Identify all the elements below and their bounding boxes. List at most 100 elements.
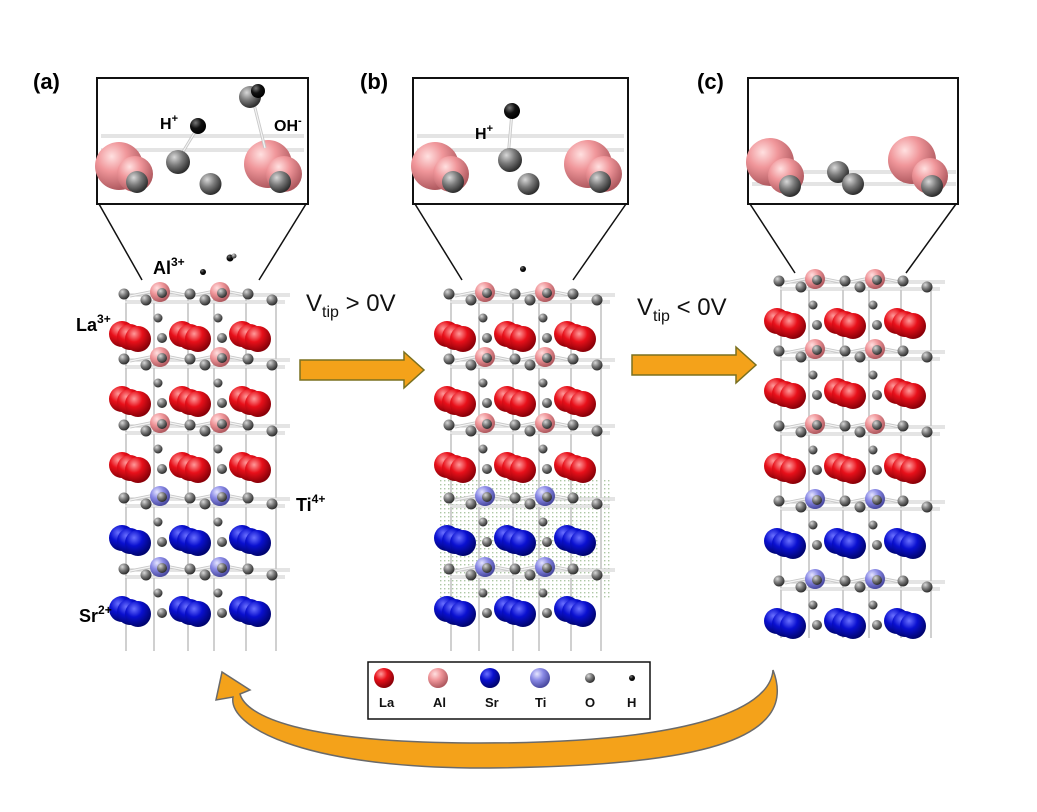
oxygen-atom — [812, 275, 822, 285]
la-atom — [185, 457, 211, 483]
legend-h-swatch — [629, 675, 635, 681]
oxygen-atom — [482, 353, 492, 363]
sr-atom — [780, 613, 806, 639]
hydrogen-atom — [251, 84, 265, 98]
oxygen-atom — [542, 608, 552, 618]
oxygen-atom — [921, 581, 933, 593]
oxygen-atom — [184, 492, 196, 504]
oxygen-atom — [524, 294, 536, 306]
oxygen-atom — [478, 444, 488, 454]
inset-a-h-label: H+ — [160, 113, 178, 133]
la-atom — [570, 391, 596, 417]
oxygen-atom — [242, 353, 254, 365]
oxygen-atom — [153, 378, 163, 388]
oxygen-atom — [921, 281, 933, 293]
structure-c — [764, 269, 945, 639]
oxygen-atom — [795, 351, 807, 363]
oxygen-atom — [478, 588, 488, 598]
la-atom — [450, 457, 476, 483]
oxygen-atom — [538, 444, 548, 454]
oxygen-atom — [542, 333, 552, 343]
sr-atom — [900, 613, 926, 639]
sr-atom — [900, 533, 926, 559]
oxygen-atom — [199, 294, 211, 306]
oxygen-atom — [266, 569, 278, 581]
oxygen-atom — [184, 563, 196, 575]
oxygen-atom — [567, 563, 579, 575]
sr-atom — [780, 533, 806, 559]
la-atom — [185, 391, 211, 417]
oxygen-atom — [542, 288, 552, 298]
oxygen-atom — [567, 419, 579, 431]
oxygen-atom — [868, 300, 878, 310]
legend-sr-label: Sr — [485, 695, 499, 710]
la-atom — [245, 457, 271, 483]
legend-ti-swatch — [530, 668, 550, 688]
sr-atom — [450, 530, 476, 556]
oxygen-atom — [839, 345, 851, 357]
legend-o-label: O — [585, 695, 595, 710]
oxygen-atom — [773, 495, 785, 507]
oxygen-atom — [808, 300, 818, 310]
oxygen-atom — [482, 563, 492, 573]
oxygen-atom — [157, 537, 167, 547]
oxygen-atom — [872, 575, 882, 585]
oxygen-atom — [921, 426, 933, 438]
la-atom — [780, 383, 806, 409]
oxygen-atom — [812, 540, 822, 550]
oxygen-atom — [808, 520, 818, 530]
structure-a — [109, 253, 290, 651]
oxygen-atom — [591, 294, 603, 306]
oxygen-atom — [443, 563, 455, 575]
la-atom — [900, 313, 926, 339]
sr-atom — [185, 530, 211, 556]
la-atom — [840, 383, 866, 409]
oxygen-atom — [213, 313, 223, 323]
la-atom — [125, 326, 151, 352]
oxygen-atom — [242, 288, 254, 300]
oxygen-atom — [465, 425, 477, 437]
oxygen-atom — [542, 563, 552, 573]
oxygen-atom — [524, 359, 536, 371]
oxygen-atom — [921, 501, 933, 513]
oxygen-atom — [465, 359, 477, 371]
hydrogen-atom — [200, 269, 206, 275]
oxygen-atom — [199, 425, 211, 437]
oxygen-atom — [478, 313, 488, 323]
oxygen-atom — [509, 353, 521, 365]
vtip-positive-label: Vtip > 0V — [306, 290, 396, 321]
oxygen-atom — [199, 359, 211, 371]
sr-atom — [510, 601, 536, 627]
oxygen-atom — [157, 353, 167, 363]
oxygen-atom — [199, 569, 211, 581]
oxygen-atom — [482, 608, 492, 618]
oxygen-atom — [567, 353, 579, 365]
oxygen-atom — [812, 465, 822, 475]
oxygen-atom — [839, 275, 851, 287]
oxygen-atom — [538, 313, 548, 323]
oxygen-atom — [839, 495, 851, 507]
oxygen-atom — [897, 345, 909, 357]
la-atom — [780, 458, 806, 484]
la-atom — [125, 391, 151, 417]
oxygen-atom — [242, 492, 254, 504]
oxygen-atom — [517, 173, 540, 195]
oxygen-atom — [827, 161, 849, 183]
oxygen-atom — [157, 333, 167, 343]
la-atom — [450, 326, 476, 352]
oxygen-atom — [157, 492, 167, 502]
legend-al-swatch — [428, 668, 448, 688]
oxygen-atom — [153, 313, 163, 323]
inset-c — [746, 77, 959, 274]
sr-atom — [245, 601, 271, 627]
oxygen-atom — [591, 425, 603, 437]
sr-atom — [450, 601, 476, 627]
oxygen-atom — [872, 420, 882, 430]
inset-b-h-label: H+ — [475, 123, 493, 143]
legend-al-label: Al — [433, 695, 446, 710]
oxygen-atom — [542, 353, 552, 363]
oxygen-atom — [153, 517, 163, 527]
oxygen-atom — [443, 419, 455, 431]
oxygen-atom — [509, 288, 521, 300]
sr-atom — [245, 530, 271, 556]
